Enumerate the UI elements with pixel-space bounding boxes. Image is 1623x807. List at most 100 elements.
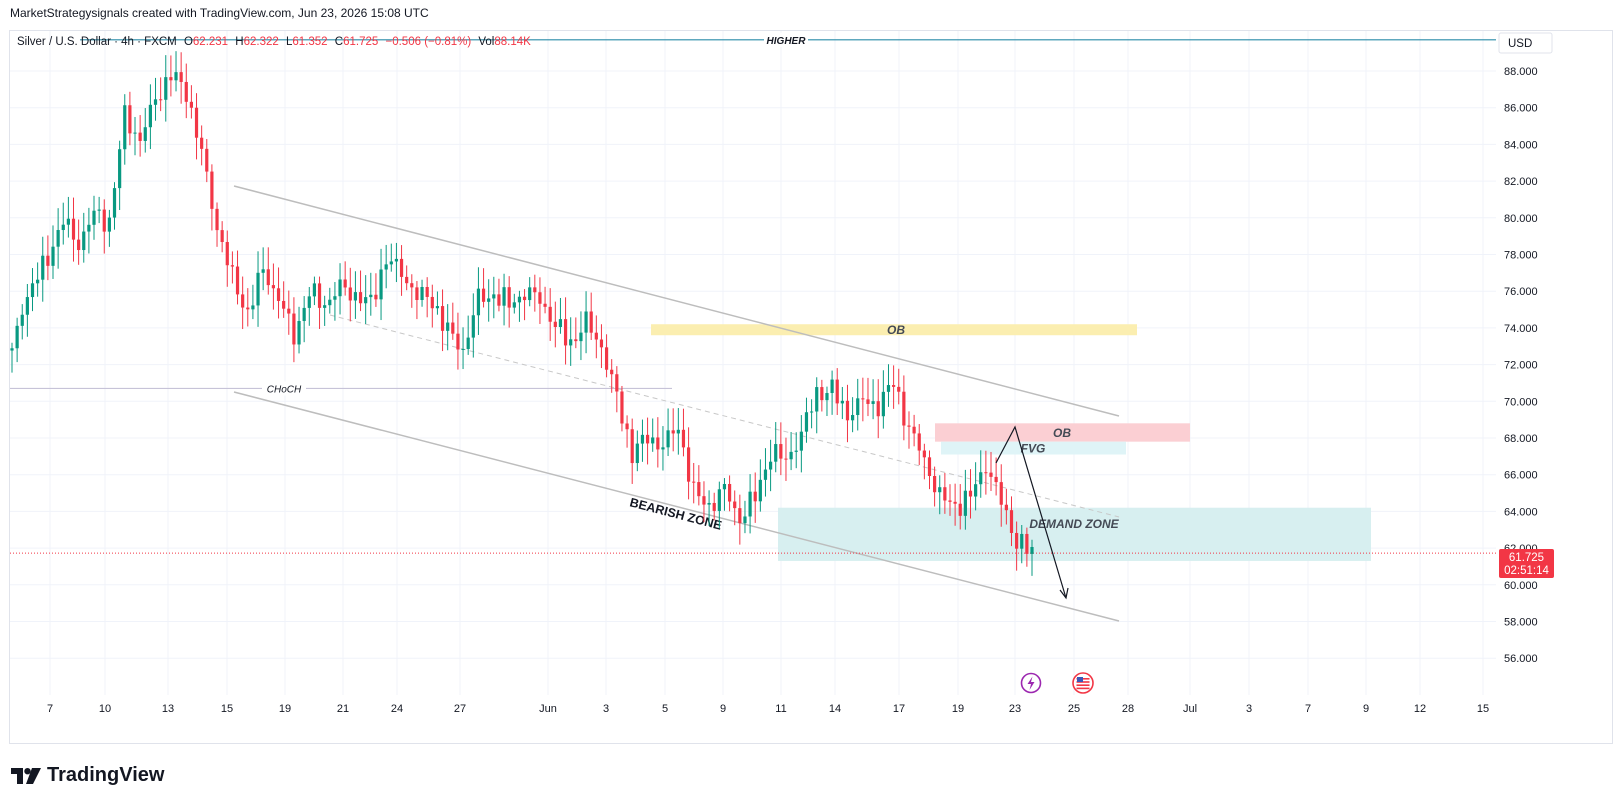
candle: [738, 494, 742, 545]
candle-body: [77, 239, 81, 251]
candle: [717, 481, 721, 529]
higher-label: HIGHER: [767, 36, 807, 47]
candle-body: [287, 308, 291, 314]
candle-body: [743, 516, 747, 524]
candle-body: [66, 218, 70, 225]
candle-body: [153, 99, 158, 105]
candle-body: [282, 300, 286, 309]
candle: [533, 274, 537, 312]
candle: [420, 279, 424, 307]
candle-body: [251, 305, 255, 310]
candle-body: [922, 450, 926, 458]
candle-body: [456, 333, 460, 350]
candle: [569, 317, 573, 366]
candle: [292, 297, 296, 363]
candle: [584, 291, 588, 354]
candle-body: [476, 288, 481, 316]
candle: [661, 426, 665, 471]
candle-body: [958, 503, 962, 516]
candle: [451, 302, 455, 340]
legend-volume-label: Vol: [478, 36, 494, 48]
candle-body: [856, 398, 860, 416]
candle: [610, 359, 614, 393]
candle-body: [230, 265, 235, 267]
candle-body: [102, 209, 106, 232]
tradingview-logo-icon: [11, 767, 41, 784]
candle: [979, 450, 983, 498]
zone-ob: [935, 423, 1190, 442]
candle: [128, 91, 132, 146]
x-tick-label: 25: [1068, 703, 1080, 715]
candle: [30, 268, 35, 312]
candle-body: [517, 296, 522, 303]
x-tick-label: 11: [775, 703, 786, 715]
candle: [92, 195, 96, 240]
candle: [1015, 521, 1019, 571]
candle: [640, 419, 645, 462]
x-tick-label: 19: [952, 703, 964, 715]
candle: [87, 207, 91, 254]
channel-upper-line: [233, 185, 1120, 417]
lightning-event-icon[interactable]: [1020, 672, 1042, 694]
candle-body: [748, 491, 752, 517]
x-tick-label: 5: [662, 703, 668, 715]
candle-body: [353, 292, 358, 301]
candle: [815, 377, 819, 434]
candle-body: [241, 294, 245, 308]
candle: [907, 411, 911, 449]
y-tick-label: 56.000: [1504, 653, 1538, 665]
candle: [461, 327, 465, 370]
price-chart[interactable]: 88.000 86.000 84.000 82.000 80.000 78.000 76.0…: [0, 0, 1623, 760]
candle: [974, 462, 978, 511]
candle: [261, 247, 265, 291]
candle-body: [374, 294, 378, 300]
y-tick-label: 58.000: [1504, 617, 1538, 629]
candle: [502, 273, 506, 326]
candle: [892, 365, 896, 409]
candle-body: [471, 315, 475, 338]
candle: [543, 286, 547, 314]
candle-body: [866, 399, 870, 404]
candle: [471, 293, 475, 358]
candle: [968, 469, 973, 519]
candle: [799, 415, 803, 473]
candle: [159, 77, 163, 112]
candle: [840, 386, 844, 420]
legend-high-value: 62.322: [244, 36, 279, 48]
candle-body: [189, 101, 193, 108]
candle: [36, 262, 40, 297]
candle-body: [15, 325, 19, 349]
candle: [886, 364, 891, 407]
candle: [358, 270, 363, 312]
candle: [205, 139, 209, 183]
candle: [405, 265, 409, 291]
candle: [594, 315, 598, 359]
candle-body: [1009, 510, 1014, 533]
y-tick-label: 64.000: [1504, 506, 1538, 518]
candle: [528, 277, 532, 307]
y-tick-label: 88.000: [1504, 66, 1538, 78]
candle: [317, 276, 322, 329]
candle-body: [169, 77, 173, 81]
zone-label: OB: [887, 323, 905, 337]
candle: [830, 370, 834, 415]
us-flag-event-icon[interactable]: [1072, 672, 1094, 694]
candle-body: [143, 127, 147, 141]
candle-body: [938, 487, 942, 493]
candle: [307, 286, 311, 326]
candle-body: [968, 490, 973, 497]
currency-button[interactable]: USD: [1498, 32, 1553, 54]
candle-body: [328, 299, 332, 306]
candle: [487, 279, 491, 322]
candle-body: [984, 472, 988, 474]
candle-body: [635, 443, 639, 464]
y-tick-label: 86.000: [1504, 103, 1538, 115]
candle-body: [538, 292, 542, 304]
x-tick-label: 13: [162, 703, 174, 715]
candle-body: [41, 255, 45, 280]
zone-fvg: [941, 441, 1126, 455]
candle: [51, 225, 55, 279]
candle-body: [640, 434, 645, 444]
candle-body: [128, 105, 132, 134]
zone-ob: [651, 324, 1137, 336]
